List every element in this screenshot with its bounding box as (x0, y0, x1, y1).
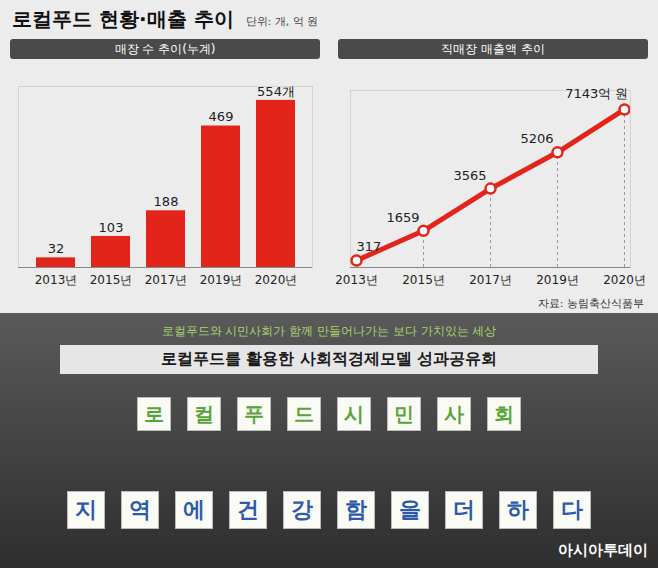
html-text:컬: 컬 (194, 401, 214, 426)
html-text:로컬푸드 현황·매출 추이: 로컬푸드 현황·매출 추이 (12, 6, 234, 31)
html-text:하: 하 (507, 497, 529, 522)
html-text:에: 에 (183, 497, 205, 522)
html-text:강: 강 (291, 497, 313, 522)
svg-text:103: 103 (99, 220, 124, 235)
svg-text:5206: 5206 (520, 131, 553, 146)
svg-text:32: 32 (48, 241, 65, 256)
html-text:역: 역 (129, 497, 151, 522)
svg-text:2013년: 2013년 (35, 273, 78, 287)
svg-text:2015년: 2015년 (402, 273, 445, 287)
html-text:푸: 푸 (244, 401, 264, 426)
svg-text:2019년: 2019년 (200, 273, 243, 287)
html-text:직매장 매출액 추이: 직매장 매출액 추이 (441, 41, 545, 56)
svg-text:317: 317 (357, 239, 382, 254)
svg-text:188: 188 (154, 194, 179, 209)
html-text:건: 건 (237, 497, 259, 522)
svg-text:2013년: 2013년 (335, 273, 378, 287)
svg-text:7143억 원: 7143억 원 (565, 86, 628, 101)
svg-text:1659: 1659 (386, 210, 419, 225)
html-text:을: 을 (399, 497, 421, 522)
svg-text:2020년: 2020년 (603, 273, 646, 287)
html-text:로컬푸드를 활용한 사회적경제모델 성과공유회: 로컬푸드를 활용한 사회적경제모델 성과공유회 (160, 349, 498, 368)
svg-text:2017년: 2017년 (145, 273, 188, 287)
html-text:회: 회 (494, 401, 514, 426)
svg-text:3565: 3565 (453, 168, 486, 183)
html-text:로컬푸드와 시민사회가 함께 만들어나가는 보다 가치있는: 로컬푸드와 시민사회가 함께 만들어나가는 보다 가치있는 세상 (161, 324, 497, 338)
svg-text:554개: 554개 (257, 84, 295, 99)
html-text:매장 수 추이(누계): 매장 수 추이(누계) (114, 41, 216, 56)
html-text:아시아투데이: 아시아투데이 (558, 541, 648, 559)
html-text:지: 지 (75, 497, 97, 522)
html-text:단위: 개, 억 원: 단위: 개, 억 원 (245, 14, 319, 28)
svg-text:2015년: 2015년 (90, 273, 133, 287)
svg-text:2017년: 2017년 (469, 273, 512, 287)
svg-text:469: 469 (209, 109, 234, 124)
html-text:함: 함 (345, 497, 367, 522)
html-text:드: 드 (294, 401, 314, 426)
html-text:사: 사 (444, 401, 464, 426)
html-text:시: 시 (344, 401, 364, 426)
html-text:로: 로 (144, 401, 164, 426)
html-text:더: 더 (453, 497, 475, 522)
html-text:자료: 농림축산식품부: 자료: 농림축산식품부 (537, 297, 644, 310)
html-text:민: 민 (394, 401, 414, 426)
svg-text:2019년: 2019년 (536, 273, 579, 287)
svg-text:2020년: 2020년 (255, 273, 298, 287)
html-text:다: 다 (561, 497, 583, 522)
